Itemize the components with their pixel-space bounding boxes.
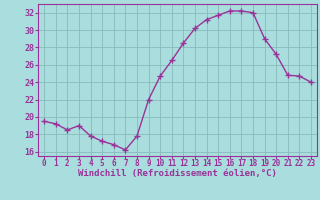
X-axis label: Windchill (Refroidissement éolien,°C): Windchill (Refroidissement éolien,°C) xyxy=(78,169,277,178)
